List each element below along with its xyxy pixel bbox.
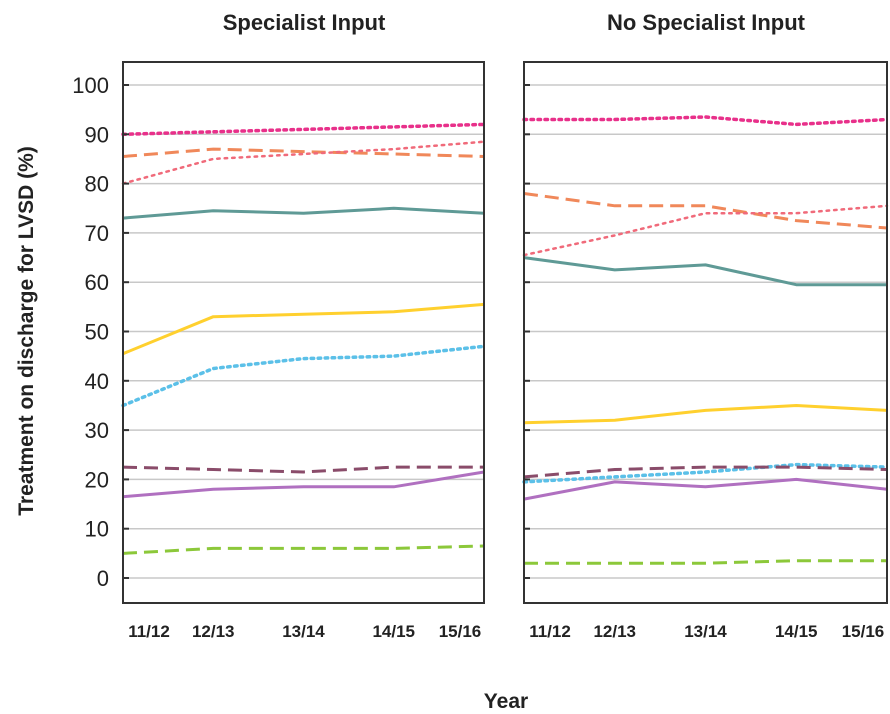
chart-panels: 0 10 20 30 40 50 60 70 80 90 100 11/12 12/13 13/14 14/… <box>72 10 889 641</box>
y-tick-label: 0 <box>97 566 109 591</box>
series-line-7 <box>523 465 888 479</box>
series-line-4 <box>122 206 485 220</box>
x-tick-label: 13/14 <box>282 622 325 641</box>
y-tick-label: 30 <box>85 418 109 443</box>
x-tick-label: 15/16 <box>842 622 885 641</box>
panel-title: No Specialist Input <box>607 10 806 35</box>
series-line-7 <box>122 465 484 474</box>
x-tick-label: 11/12 <box>128 622 170 641</box>
x-tick-label: 11/12 <box>529 622 571 641</box>
x-tick-label: 14/15 <box>372 622 415 641</box>
x-axis-label: Year <box>484 690 528 713</box>
series-line-5 <box>523 404 888 425</box>
series-line-8 <box>523 477 888 501</box>
series-line-9 <box>524 559 887 565</box>
y-tick-label: 100 <box>72 73 109 98</box>
y-tick-label: 50 <box>85 320 109 345</box>
y-axis-label: Treatment on discharge for LVSD (%) <box>15 146 38 516</box>
x-tick-label: 12/13 <box>593 622 636 641</box>
series-line-6 <box>522 462 889 484</box>
series-line-1 <box>522 115 889 127</box>
series-line-2 <box>523 192 888 230</box>
plot-frame <box>523 61 888 604</box>
series-line-3 <box>121 140 486 185</box>
series-line-4 <box>523 256 887 287</box>
y-tick-label: 90 <box>85 122 109 147</box>
series-line-6 <box>121 344 486 408</box>
series-line-2 <box>122 147 485 158</box>
y-tick-label: 80 <box>85 172 109 197</box>
panel-2: 11/12 12/13 13/14 14/15 15/16 No Specialist I… <box>522 10 889 641</box>
y-tick-label: 10 <box>85 517 109 542</box>
x-tick-label: 13/14 <box>684 622 727 641</box>
x-tick-label: 12/13 <box>192 622 235 641</box>
panel-1: 0 10 20 30 40 50 60 70 80 90 100 11/12 12/13 13/14 14/… <box>72 10 486 641</box>
panel-title: Specialist Input <box>223 10 386 35</box>
x-tick-label: 14/15 <box>775 622 818 641</box>
y-tick-label: 60 <box>85 270 109 295</box>
series-line-8 <box>122 470 485 499</box>
series-line-3 <box>522 204 889 257</box>
series-line-1 <box>121 122 486 137</box>
y-tick-label: 20 <box>85 467 109 492</box>
x-tick-label: 15/16 <box>439 622 482 641</box>
series-line-5 <box>122 302 485 356</box>
y-tick-label: 70 <box>85 221 109 246</box>
series-line-9 <box>122 544 485 555</box>
y-tick-label: 40 <box>85 369 109 394</box>
